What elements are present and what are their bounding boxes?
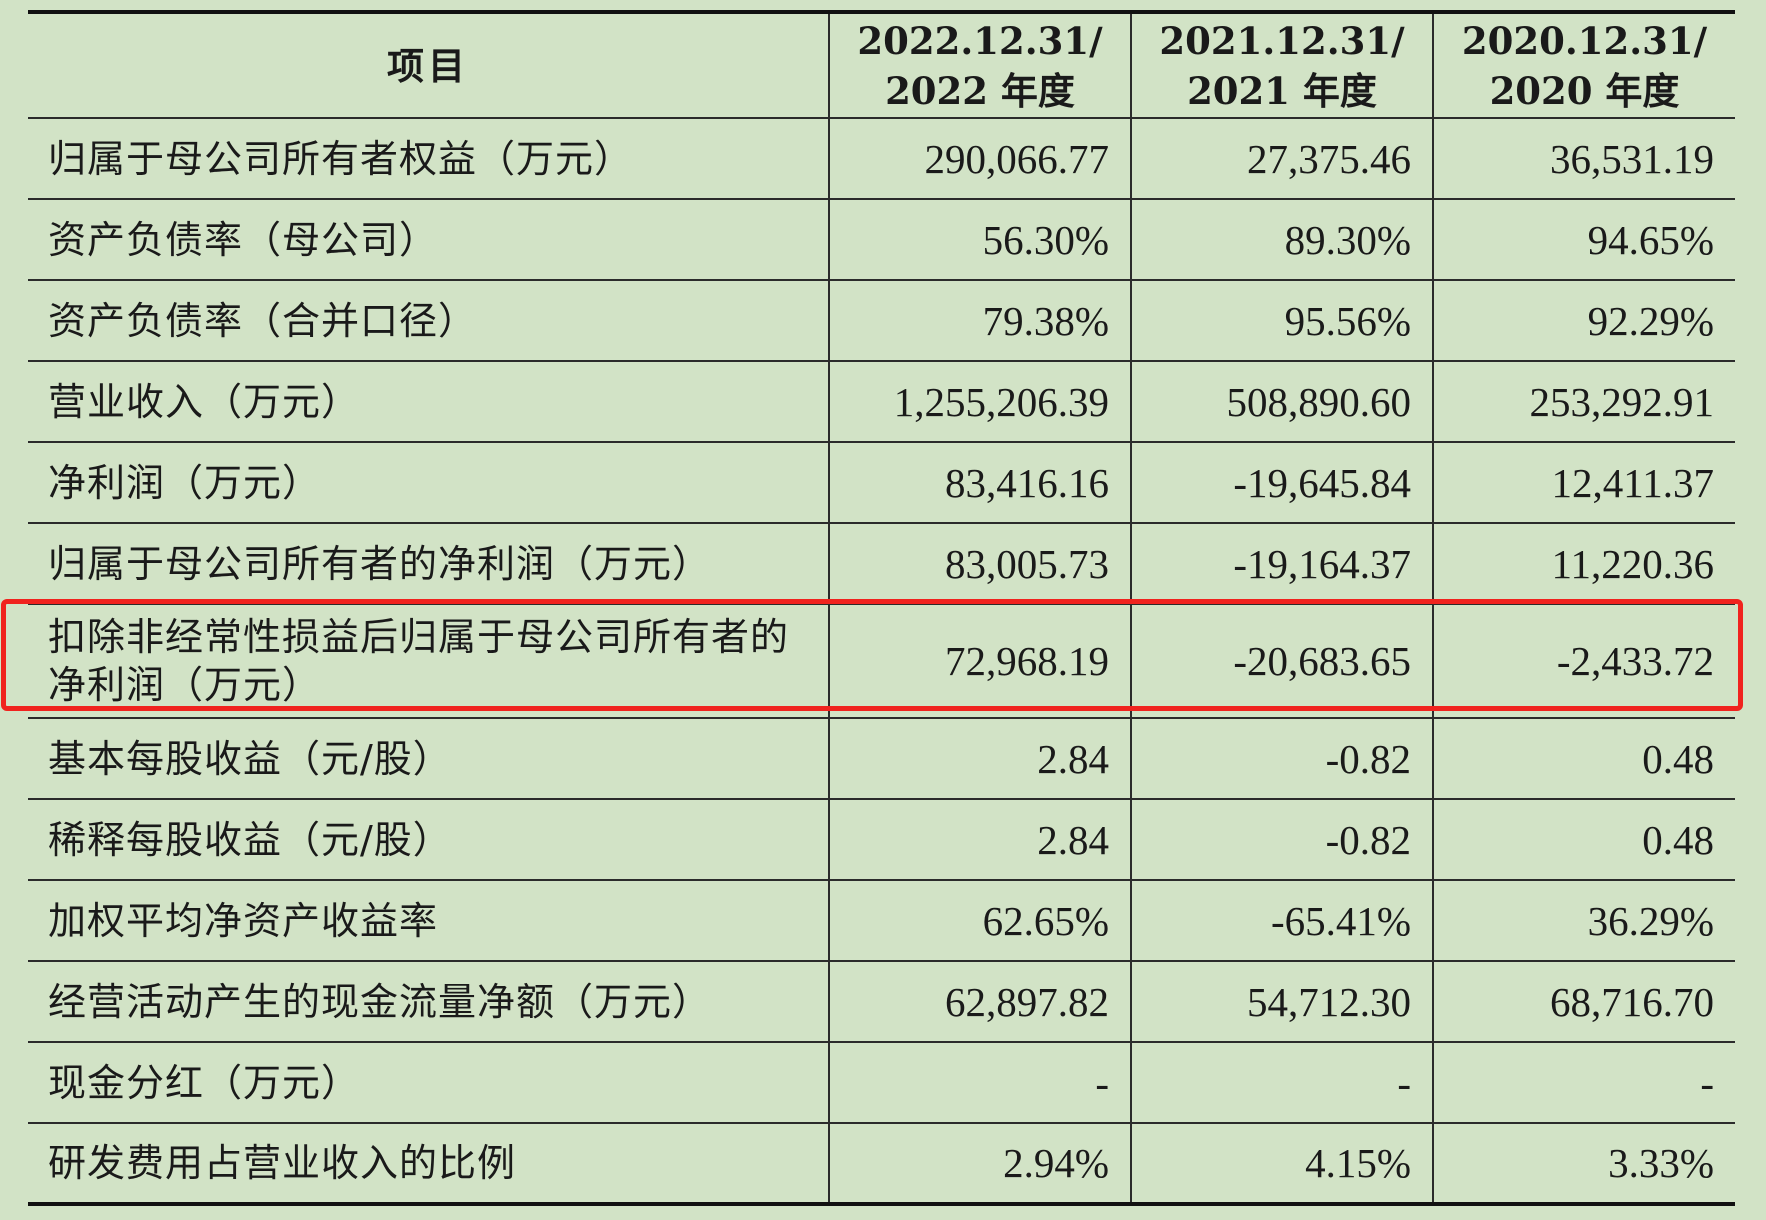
row-label: 资产负债率（母公司） (28, 199, 829, 281)
row-label: 资产负债率（合并口径） (28, 280, 829, 362)
value-2021: -19,164.37 (1130, 523, 1433, 605)
table-row: 归属于母公司所有者的净利润（万元） 83,005.73 -19,164.37 1… (28, 523, 1735, 605)
value-2020: 36.29% (1432, 880, 1735, 962)
table-row: 经营活动产生的现金流量净额（万元） 62,897.82 54,712.30 68… (28, 961, 1735, 1043)
value-2020: 11,220.36 (1432, 523, 1735, 605)
header-2021-year: 2021 年度 (1187, 68, 1377, 113)
value-2020: 253,292.91 (1432, 361, 1735, 443)
table-row: 归属于母公司所有者权益（万元） 290,066.77 27,375.46 36,… (28, 118, 1735, 200)
header-2020-date: 2020.12.31/ (1461, 18, 1708, 63)
value-2021: -20,683.65 (1130, 604, 1433, 719)
value-2022: 290,066.77 (828, 118, 1131, 200)
row-label: 现金分红（万元） (28, 1042, 829, 1124)
header-2020-year: 2020 年度 (1489, 68, 1680, 113)
value-2022: - (828, 1042, 1131, 1124)
value-2020: 0.48 (1432, 718, 1735, 800)
value-2020: 12,411.37 (1432, 442, 1735, 524)
row-label: 经营活动产生的现金流量净额（万元） (28, 961, 829, 1043)
value-2021: 54,712.30 (1130, 961, 1433, 1043)
table-header: 项目 2022.12.31/ 2022 年度 2021.12.31/ 2021 … (28, 12, 1735, 119)
value-2021: - (1130, 1042, 1433, 1124)
table-row-highlighted: 扣除非经常性损益后归属于母公司所有者的净利润（万元） 72,968.19 -20… (28, 604, 1735, 719)
table-row: 研发费用占营业收入的比例 2.94% 4.15% 3.33% (28, 1123, 1735, 1206)
value-2021: -65.41% (1130, 880, 1433, 962)
table-row: 营业收入（万元） 1,255,206.39 508,890.60 253,292… (28, 361, 1735, 443)
value-2021: -0.82 (1130, 799, 1433, 881)
value-2022: 79.38% (828, 280, 1131, 362)
header-item: 项目 (28, 12, 829, 119)
value-2020: 94.65% (1432, 199, 1735, 281)
header-2021: 2021.12.31/ 2021 年度 (1130, 12, 1433, 119)
financial-summary-table: 项目 2022.12.31/ 2022 年度 2021.12.31/ 2021 … (28, 10, 1735, 1206)
value-2020: 68,716.70 (1432, 961, 1735, 1043)
value-2022: 62,897.82 (828, 961, 1131, 1043)
table-row: 稀释每股收益（元/股） 2.84 -0.82 0.48 (28, 799, 1735, 881)
row-label: 扣除非经常性损益后归属于母公司所有者的净利润（万元） (28, 604, 829, 719)
header-2022-date: 2022.12.31/ (857, 18, 1103, 63)
row-label: 研发费用占营业收入的比例 (28, 1123, 829, 1206)
value-2020: - (1432, 1042, 1735, 1124)
value-2022: 62.65% (828, 880, 1131, 962)
table-row: 加权平均净资产收益率 62.65% -65.41% 36.29% (28, 880, 1735, 962)
value-2021: 95.56% (1130, 280, 1433, 362)
row-label: 营业收入（万元） (28, 361, 829, 443)
row-label: 净利润（万元） (28, 442, 829, 524)
value-2022: 2.84 (828, 799, 1131, 881)
header-2020: 2020.12.31/ 2020 年度 (1432, 12, 1735, 119)
value-2020: 3.33% (1432, 1123, 1735, 1206)
value-2020: 0.48 (1432, 799, 1735, 881)
table-row: 基本每股收益（元/股） 2.84 -0.82 0.48 (28, 718, 1735, 800)
value-2022: 2.84 (828, 718, 1131, 800)
value-2022: 83,005.73 (828, 523, 1131, 605)
row-label: 归属于母公司所有者的净利润（万元） (28, 523, 829, 605)
value-2021: 89.30% (1130, 199, 1433, 281)
value-2021: -19,645.84 (1130, 442, 1433, 524)
value-2022: 2.94% (828, 1123, 1131, 1206)
value-2020: -2,433.72 (1432, 604, 1735, 719)
row-label: 基本每股收益（元/股） (28, 718, 829, 800)
table-row: 现金分红（万元） - - - (28, 1042, 1735, 1124)
value-2021: 4.15% (1130, 1123, 1433, 1206)
row-label: 归属于母公司所有者权益（万元） (28, 118, 829, 200)
header-2021-date: 2021.12.31/ (1159, 18, 1405, 63)
header-2022: 2022.12.31/ 2022 年度 (828, 12, 1131, 119)
table-row: 资产负债率（合并口径） 79.38% 95.56% 92.29% (28, 280, 1735, 362)
table-row: 净利润（万元） 83,416.16 -19,645.84 12,411.37 (28, 442, 1735, 524)
table-body: 归属于母公司所有者权益（万元） 290,066.77 27,375.46 36,… (28, 118, 1735, 1206)
value-2022: 72,968.19 (828, 604, 1131, 719)
value-2022: 1,255,206.39 (828, 361, 1131, 443)
table-row: 资产负债率（母公司） 56.30% 89.30% 94.65% (28, 199, 1735, 281)
value-2021: -0.82 (1130, 718, 1433, 800)
row-label: 加权平均净资产收益率 (28, 880, 829, 962)
value-2021: 27,375.46 (1130, 118, 1433, 200)
value-2021: 508,890.60 (1130, 361, 1433, 443)
value-2022: 56.30% (828, 199, 1131, 281)
value-2020: 92.29% (1432, 280, 1735, 362)
value-2020: 36,531.19 (1432, 118, 1735, 200)
value-2022: 83,416.16 (828, 442, 1131, 524)
header-row: 项目 2022.12.31/ 2022 年度 2021.12.31/ 2021 … (28, 12, 1735, 119)
row-label: 稀释每股收益（元/股） (28, 799, 829, 881)
header-2022-year: 2022 年度 (885, 68, 1075, 113)
